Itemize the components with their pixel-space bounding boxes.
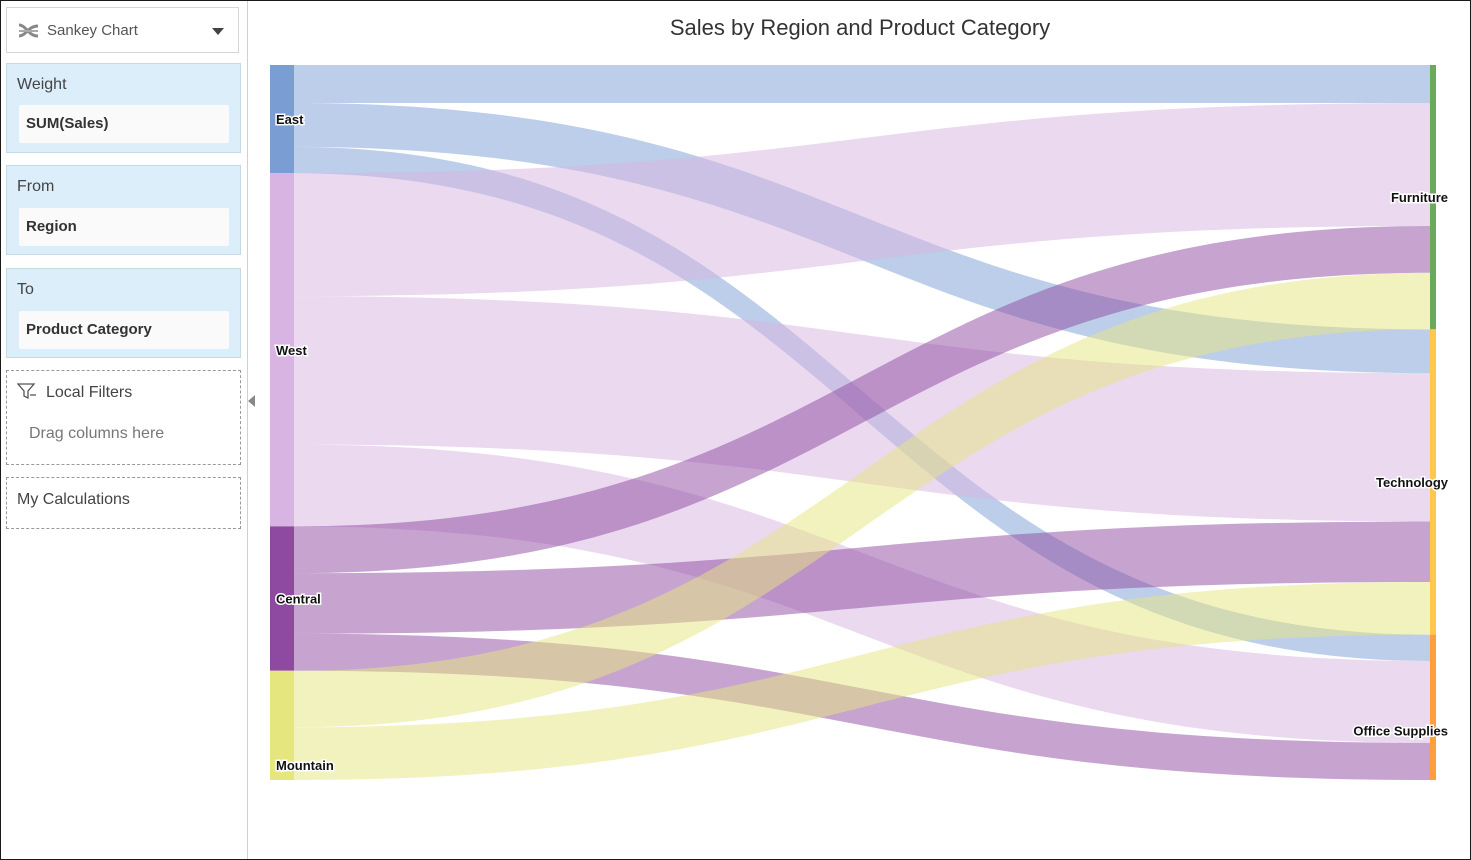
sankey-node-furniture[interactable]	[1430, 65, 1436, 330]
weight-shelf: Weight SUM(Sales)	[6, 63, 241, 153]
my-calculations-panel[interactable]: My Calculations	[6, 477, 241, 529]
sankey-label-furniture: Furniture	[1391, 190, 1448, 205]
sankey-link-west-furniture[interactable]	[294, 103, 1430, 297]
to-shelf-title: To	[17, 281, 34, 298]
chevron-down-icon[interactable]	[212, 28, 224, 35]
filter-icon	[17, 383, 36, 400]
weight-field-pill[interactable]: SUM(Sales)	[19, 105, 229, 143]
local-filters-hint: Drag columns here	[29, 425, 165, 442]
collapse-sidebar-icon[interactable]	[248, 395, 255, 407]
sankey-label-west: West	[276, 343, 307, 358]
sankey-label-central: Central	[276, 592, 321, 607]
sankey-node-office-supplies[interactable]	[1430, 634, 1436, 780]
weight-shelf-title: Weight	[17, 76, 67, 93]
sankey-node-west[interactable]	[270, 173, 294, 527]
sankey-link-central-furniture[interactable]	[294, 225, 1430, 574]
sankey-label-east: East	[276, 112, 304, 127]
local-filters-title: Local Filters	[46, 384, 133, 401]
to-field-pill[interactable]: Product Category	[19, 311, 229, 349]
sankey-link-central-technology[interactable]	[294, 521, 1430, 634]
chart-type-dropdown[interactable]: Sankey Chart	[6, 7, 239, 53]
sankey-node-technology[interactable]	[1430, 329, 1436, 635]
sankey-link-mountain-technology[interactable]	[294, 581, 1430, 780]
from-shelf-title: From	[17, 178, 55, 195]
sidebar: Sankey Chart Weight SUM(Sales) From Regi…	[1, 1, 248, 859]
chart-title: Sales by Region and Product Category	[669, 15, 1051, 40]
sankey-icon	[18, 23, 39, 38]
sankey-label-mountain: Mountain	[276, 758, 334, 773]
sankey-node-central[interactable]	[270, 526, 294, 671]
my-calculations-title: My Calculations	[17, 491, 130, 508]
sankey-link-east-furniture[interactable]	[294, 65, 1430, 104]
sankey-node-mountain[interactable]	[270, 670, 294, 780]
sankey-label-office-supplies: Office Supplies	[1353, 723, 1448, 738]
to-shelf: To Product Category	[6, 268, 241, 358]
sankey-link-mountain-furniture[interactable]	[294, 272, 1430, 728]
sankey-label-technology: Technology	[1376, 475, 1449, 490]
chart-type-label: Sankey Chart	[47, 22, 138, 39]
sankey-node-east[interactable]	[270, 65, 294, 174]
from-shelf: From Region	[6, 165, 241, 255]
local-filters-dropzone[interactable]: Local Filters Drag columns here	[6, 370, 241, 465]
from-field-pill[interactable]: Region	[19, 208, 229, 246]
sankey-links	[294, 65, 1430, 780]
